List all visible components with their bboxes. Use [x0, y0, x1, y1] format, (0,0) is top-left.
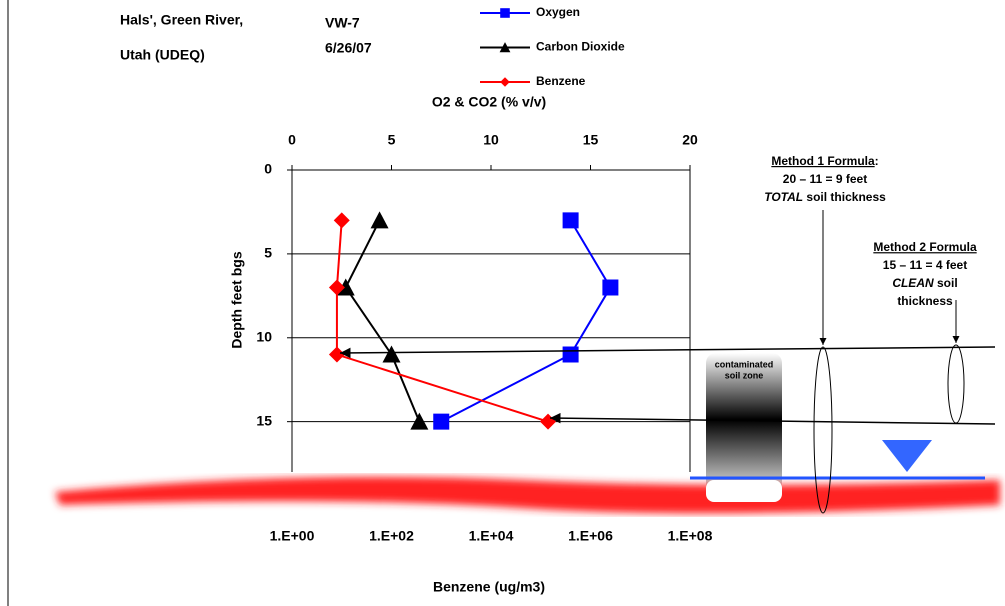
- arrow: [549, 412, 996, 425]
- marker: [500, 77, 510, 87]
- annotation-text: soil thickness: [803, 190, 886, 204]
- x-tick-label: 5: [388, 132, 396, 148]
- ground: [55, 476, 1000, 514]
- chart-title: Hals', Green River,: [120, 12, 243, 28]
- legend-label: Benzene: [536, 74, 586, 88]
- chart-title: Utah (UDEQ): [120, 47, 205, 63]
- x-tick-label: 20: [682, 132, 698, 148]
- y-tick-label: 15: [256, 412, 272, 428]
- annotation: thickness: [897, 294, 953, 308]
- marker: [540, 413, 557, 430]
- annotation-text: :: [875, 154, 879, 168]
- marker: [500, 8, 510, 18]
- x-axis-title: O2 & CO2 (% v/v): [432, 94, 546, 110]
- annotation-text: CLEAN: [892, 276, 934, 290]
- arrow: [339, 346, 996, 359]
- annotation: Method 1 Formula:: [771, 154, 878, 168]
- x-tick-label: 15: [583, 132, 599, 148]
- legend-label: Carbon Dioxide: [536, 40, 625, 54]
- annotation-text: TOTAL: [764, 190, 803, 204]
- annotation: TOTAL soil thickness: [764, 190, 886, 204]
- annotation: 20 – 11 = 9 feet: [783, 172, 867, 186]
- annotation: Method 2 Formula: [873, 240, 977, 254]
- oval: [813, 346, 833, 514]
- marker: [602, 279, 619, 296]
- water-symbol: [882, 440, 932, 472]
- zone-base: [706, 480, 782, 502]
- series-line: [440, 219, 612, 423]
- zone-label: contaminated: [715, 359, 774, 369]
- y-axis-title: Depth feet bgs: [229, 251, 245, 348]
- x2-axis-title: Benzene (ug/m3): [433, 579, 545, 595]
- y-tick-label: 10: [256, 328, 272, 344]
- marker: [499, 42, 511, 53]
- marker: [328, 346, 345, 363]
- annotation: CLEAN soil: [892, 276, 957, 290]
- marker: [328, 279, 345, 296]
- annotation-text: soil: [934, 276, 958, 290]
- annotation: 15 – 11 = 4 feet: [883, 258, 967, 272]
- series-line: [344, 219, 421, 423]
- marker: [382, 345, 401, 363]
- annotation-text: Method 1 Formula: [771, 154, 875, 168]
- marker: [433, 413, 450, 430]
- y-tick-label: 5: [264, 245, 272, 261]
- legend: Oxygen Carbon Dioxide Benzene: [480, 5, 625, 88]
- marker: [562, 346, 579, 363]
- series-line: [335, 220, 549, 423]
- x-tick-label: 0: [288, 132, 296, 148]
- legend-label: Oxygen: [536, 5, 580, 19]
- y-tick-label: 0: [264, 161, 272, 177]
- marker: [562, 212, 579, 229]
- marker: [336, 278, 355, 296]
- zone-label: soil zone: [725, 370, 764, 380]
- x-tick-label: 10: [483, 132, 499, 148]
- x2-tick-label: 1.E+02: [369, 528, 414, 544]
- x2-tick-label: 1.E+00: [270, 528, 315, 544]
- contaminated-zone: [706, 353, 782, 501]
- date-label: 6/26/07: [325, 40, 372, 56]
- oval: [947, 344, 965, 424]
- x2-tick-label: 1.E+04: [469, 528, 514, 544]
- x2-tick-label: 1.E+08: [668, 528, 713, 544]
- x2-tick-label: 1.E+06: [568, 528, 613, 544]
- well-label: VW-7: [325, 15, 360, 31]
- marker: [370, 211, 389, 229]
- marker: [333, 212, 350, 229]
- marker: [410, 412, 429, 430]
